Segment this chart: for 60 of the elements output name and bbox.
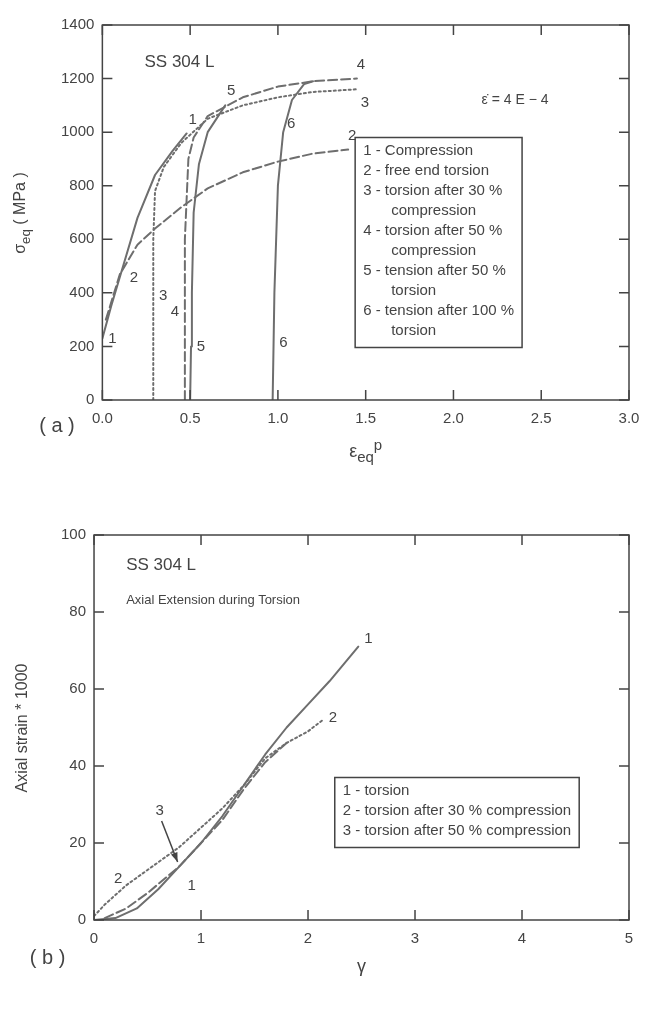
x-tick-label: 5	[624, 929, 634, 947]
annotation: 5 - tension after 50 % torsion	[363, 261, 506, 299]
annotation: 6	[279, 332, 288, 350]
annotation: 1	[187, 876, 196, 894]
y-tick-label: 100	[61, 525, 87, 543]
annotation: 2 - free end torsion	[363, 161, 490, 179]
x-axis-title: γ	[357, 956, 366, 977]
x-tick-label: 1	[196, 929, 206, 947]
y-tick-label: 40	[69, 756, 87, 774]
y-tick-label: 20	[69, 833, 87, 851]
x-tick-label: 0.0	[91, 409, 113, 427]
annotation: 2	[129, 268, 139, 286]
annotation: 3	[159, 285, 168, 303]
annotation: 2	[328, 707, 338, 725]
annotation: 3 - torsion after 30 % compression	[363, 181, 503, 219]
annotation: 1 - torsion	[342, 781, 410, 799]
annotation: 3 - torsion after 50 % compression	[342, 821, 572, 839]
x-tick-label: 1.5	[355, 409, 377, 427]
x-tick-label: 4	[517, 929, 527, 947]
annotation: 4 - torsion after 50 % compression	[363, 221, 503, 259]
y-tick-label: 1200	[60, 68, 95, 86]
y-tick-label: 400	[69, 283, 95, 300]
annotation: ε̇ = 4 E − 4	[481, 90, 549, 107]
annotation: 3	[155, 801, 164, 819]
annotation: SS 304 L	[126, 555, 197, 575]
annotation: 6 - tension after 100 % torsion	[363, 301, 515, 339]
x-tick-label: 3	[410, 929, 420, 947]
y-axis-title: Axial strain * 1000	[13, 663, 31, 792]
y-tick-label: 0	[77, 910, 87, 928]
annotation: Axial Extension during Torsion	[126, 592, 301, 608]
annotation: 3	[360, 93, 370, 111]
annotation: 4	[356, 54, 366, 72]
y-tick-label: 200	[69, 336, 95, 354]
y-tick-label: 1000	[60, 122, 95, 140]
y-tick-label: 1400	[60, 15, 95, 33]
annotation: 2	[347, 125, 357, 143]
annotation: SS 304 L	[144, 52, 215, 72]
text: ( a )	[39, 413, 75, 436]
annotation: 1	[364, 628, 373, 646]
annotation: 2	[113, 869, 123, 887]
x-tick-label: 0.5	[179, 409, 201, 427]
annotation: 5	[196, 336, 206, 354]
annotation: 1	[108, 328, 117, 346]
annotation: 1	[188, 109, 197, 127]
y-tick-label: 600	[69, 229, 95, 247]
x-tick-label: 2.0	[443, 409, 464, 427]
x-tick-label: 1.0	[267, 409, 289, 427]
x-tick-label: 3.0	[618, 409, 640, 427]
y-tick-label: 60	[69, 679, 87, 697]
y-tick-label: 800	[69, 175, 95, 193]
y-tick-label: 80	[69, 602, 87, 620]
annotation: 6	[287, 114, 296, 132]
y-tick-label: 0	[86, 390, 95, 408]
annotation: 1 - Compression	[363, 141, 474, 159]
annotation: 5	[227, 81, 236, 99]
text: ( b )	[29, 946, 66, 969]
x-tick-label: 2	[303, 929, 313, 947]
annotation: 4	[170, 301, 180, 319]
annotation: 2 - torsion after 30 % compression	[342, 801, 572, 819]
x-tick-label: 2.5	[530, 409, 552, 427]
